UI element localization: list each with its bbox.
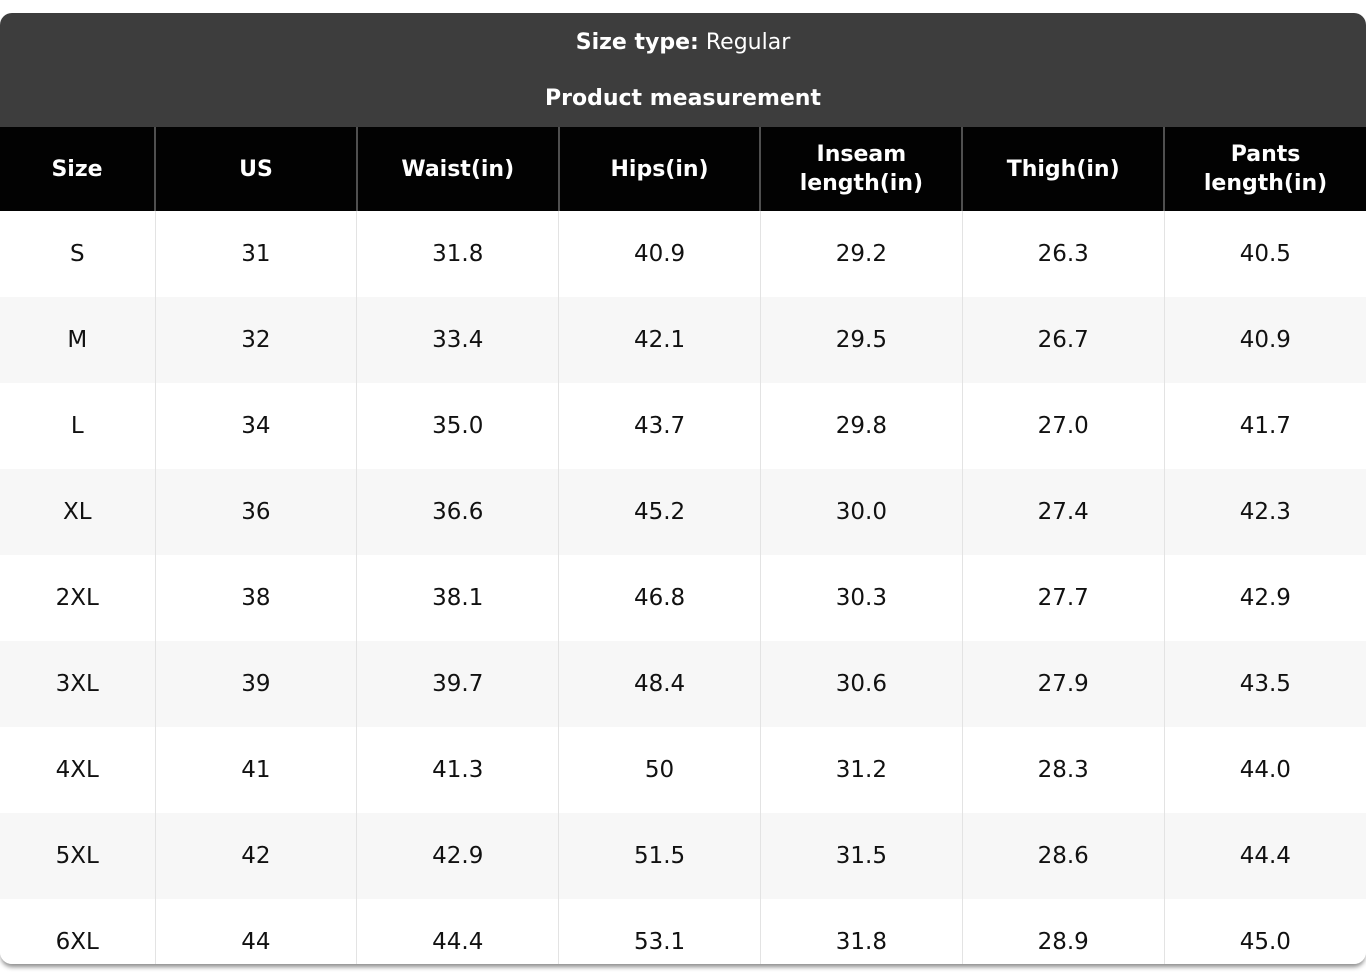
measurement-cell: 28.9 [961,899,1165,964]
table-row: S 31 31.8 40.9 29.2 26.3 40.5 [0,211,1366,297]
table-row: L 34 35.0 43.7 29.8 27.0 41.7 [0,383,1366,469]
table-row: 6XL 44 44.4 53.1 31.8 28.9 45.0 [0,899,1366,964]
measurement-cell: 44.4 [1163,813,1366,899]
measurement-cell: 31 [154,211,357,297]
column-header: Size [0,127,156,211]
measurement-cell: 48.4 [558,641,761,727]
size-chart-table: Size US Waist(in) Hips(in) Inseam length(in)… [0,127,1366,964]
measurement-cell: 30.3 [759,555,963,641]
size-chart-card: Size type: Regular Product measurement Si… [0,13,1366,964]
measurement-cell: 46.8 [558,555,761,641]
measurement-cell: 31.5 [759,813,963,899]
measurement-cell: 30.6 [759,641,963,727]
size-cell: 5XL [0,813,156,899]
measurement-cell: 27.0 [961,383,1165,469]
measurement-cell: 50 [558,727,761,813]
measurement-cell: 39 [154,641,357,727]
measurement-cell: 27.7 [961,555,1165,641]
measurement-cell: 51.5 [558,813,761,899]
size-type-label: Size type: [575,30,699,55]
measurement-cell: 26.3 [961,211,1165,297]
measurement-cell: 31.8 [759,899,963,964]
size-cell: 3XL [0,641,156,727]
measurement-cell: 33.4 [356,297,559,383]
size-cell: L [0,383,156,469]
size-chart-header-band: Size type: Regular Product measurement [0,13,1366,127]
measurement-cell: 36.6 [356,469,559,555]
measurement-cell: 38.1 [356,555,559,641]
size-cell: 4XL [0,727,156,813]
table-row: 3XL 39 39.7 48.4 30.6 27.9 43.5 [0,641,1366,727]
measurement-cell: 26.7 [961,297,1165,383]
table-row: XL 36 36.6 45.2 30.0 27.4 42.3 [0,469,1366,555]
measurement-cell: 41.3 [356,727,559,813]
size-cell: XL [0,469,156,555]
measurement-cell: 41 [154,727,357,813]
size-cell: M [0,297,156,383]
measurement-cell: 29.2 [759,211,963,297]
table-row: 4XL 41 41.3 50 31.2 28.3 44.0 [0,727,1366,813]
measurement-cell: 42.1 [558,297,761,383]
table-row: M 32 33.4 42.1 29.5 26.7 40.9 [0,297,1366,383]
measurement-cell: 42.9 [1163,555,1366,641]
size-cell: 2XL [0,555,156,641]
size-table-head: Size US Waist(in) Hips(in) Inseam length(in)… [0,127,1366,211]
header-row: Size US Waist(in) Hips(in) Inseam length(in)… [0,127,1366,211]
column-header: US [154,127,357,211]
column-header: Pants length(in) [1163,127,1366,211]
measurement-cell: 41.7 [1163,383,1366,469]
measurement-cell: 34 [154,383,357,469]
measurement-cell: 36 [154,469,357,555]
column-header: Inseam length(in) [759,127,963,211]
measurement-cell: 45.0 [1163,899,1366,964]
table-row: 2XL 38 38.1 46.8 30.3 27.7 42.9 [0,555,1366,641]
measurement-cell: 44.4 [356,899,559,964]
size-cell: 6XL [0,899,156,964]
measurement-cell: 40.9 [558,211,761,297]
size-cell: S [0,211,156,297]
measurement-cell: 35.0 [356,383,559,469]
column-header: Hips(in) [557,127,761,211]
column-header: Thigh(in) [961,127,1165,211]
measurement-cell: 42 [154,813,357,899]
measurement-cell: 43.7 [558,383,761,469]
measurement-cell: 30.0 [759,469,963,555]
measurement-cell: 40.5 [1163,211,1366,297]
measurement-cell: 28.6 [961,813,1165,899]
measurement-cell: 31.8 [356,211,559,297]
measurement-cell: 27.9 [961,641,1165,727]
measurement-cell: 27.4 [961,469,1165,555]
measurement-cell: 43.5 [1163,641,1366,727]
size-type-line: Size type: Regular [0,27,1366,59]
size-type-value: Regular [705,30,791,55]
measurement-cell: 32 [154,297,357,383]
measurement-cell: 40.9 [1163,297,1366,383]
measurement-cell: 42.9 [356,813,559,899]
measurement-cell: 28.3 [961,727,1165,813]
measurement-cell: 31.2 [759,727,963,813]
size-table-body: S 31 31.8 40.9 29.2 26.3 40.5 M 32 33.4 42.1 29.5 26… [0,211,1366,964]
measurement-cell: 44 [154,899,357,964]
measurement-cell: 42.3 [1163,469,1366,555]
measurement-cell: 38 [154,555,357,641]
measurement-cell: 29.8 [759,383,963,469]
measurement-cell: 45.2 [558,469,761,555]
column-header: Waist(in) [355,127,559,211]
measurement-cell: 53.1 [558,899,761,964]
measurement-cell: 44.0 [1163,727,1366,813]
measurement-cell: 29.5 [759,297,963,383]
table-row: 5XL 42 42.9 51.5 31.5 28.6 44.4 [0,813,1366,899]
product-measurement-title: Product measurement [545,86,821,111]
measurement-cell: 39.7 [356,641,559,727]
